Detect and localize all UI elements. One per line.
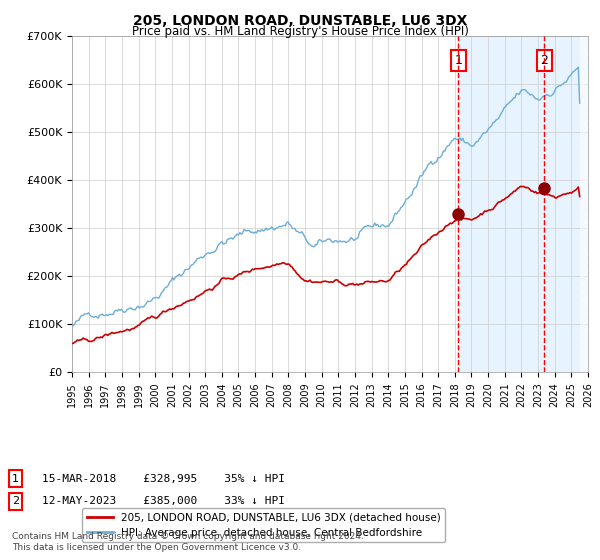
- Text: 15-MAR-2018    £328,995    35% ↓ HPI: 15-MAR-2018 £328,995 35% ↓ HPI: [42, 474, 285, 484]
- Text: 1: 1: [454, 54, 462, 67]
- Legend: 205, LONDON ROAD, DUNSTABLE, LU6 3DX (detached house), HPI: Average price, detac: 205, LONDON ROAD, DUNSTABLE, LU6 3DX (de…: [82, 508, 445, 542]
- Bar: [580, 36, 588, 372]
- Text: 205, LONDON ROAD, DUNSTABLE, LU6 3DX: 205, LONDON ROAD, DUNSTABLE, LU6 3DX: [133, 14, 467, 28]
- Text: Price paid vs. HM Land Registry's House Price Index (HPI): Price paid vs. HM Land Registry's House …: [131, 25, 469, 38]
- Text: 2: 2: [12, 496, 19, 506]
- Text: 2: 2: [540, 54, 548, 67]
- Bar: [458, 36, 588, 372]
- Text: 1: 1: [12, 474, 19, 484]
- Text: Contains HM Land Registry data © Crown copyright and database right 2024.
This d: Contains HM Land Registry data © Crown c…: [12, 532, 364, 552]
- Text: 12-MAY-2023    £385,000    33% ↓ HPI: 12-MAY-2023 £385,000 33% ↓ HPI: [42, 496, 285, 506]
